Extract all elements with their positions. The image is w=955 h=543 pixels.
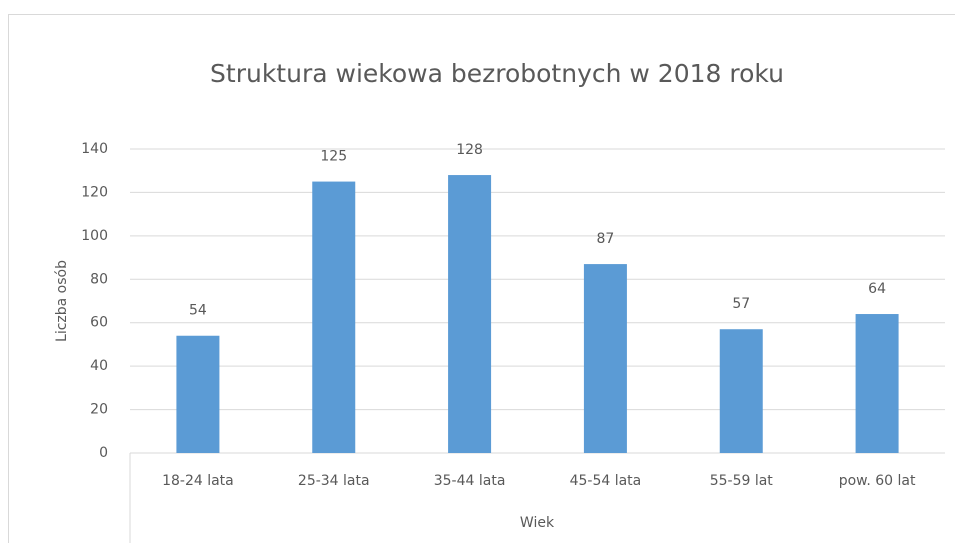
y-tick-label: 60 bbox=[90, 315, 108, 331]
bar bbox=[719, 329, 763, 453]
data-label: 64 bbox=[868, 281, 886, 297]
y-tick-label: 140 bbox=[81, 141, 108, 157]
bar bbox=[855, 314, 899, 453]
y-tick-label: 0 bbox=[99, 445, 108, 461]
chart-border bbox=[8, 14, 955, 543]
bar bbox=[176, 335, 220, 453]
data-label: 87 bbox=[597, 231, 615, 247]
x-axis-label: Wiek bbox=[520, 515, 555, 531]
x-tick-label: pow. 60 lat bbox=[839, 473, 916, 489]
y-axis-label: Liczba osób bbox=[54, 260, 70, 342]
x-tick-label: 25-34 lata bbox=[298, 473, 370, 489]
y-tick-label: 40 bbox=[90, 358, 108, 374]
data-label: 128 bbox=[456, 142, 483, 158]
chart-title: Struktura wiekowa bezrobotnych w 2018 ro… bbox=[210, 59, 784, 88]
y-tick-label: 20 bbox=[90, 402, 108, 418]
data-label: 57 bbox=[732, 296, 750, 312]
x-tick-label: 18-24 lata bbox=[162, 473, 234, 489]
x-tick-label: 45-54 lata bbox=[570, 473, 642, 489]
bar bbox=[312, 181, 356, 454]
y-tick-label: 80 bbox=[90, 271, 108, 287]
y-tick-label: 100 bbox=[81, 228, 108, 244]
data-label: 54 bbox=[189, 303, 207, 319]
bar bbox=[448, 175, 492, 454]
x-tick-label: 35-44 lata bbox=[434, 473, 506, 489]
x-tick-label: 55-59 lat bbox=[710, 473, 774, 489]
data-label: 125 bbox=[320, 149, 347, 165]
bar bbox=[583, 264, 627, 453]
y-tick-label: 120 bbox=[81, 184, 108, 200]
